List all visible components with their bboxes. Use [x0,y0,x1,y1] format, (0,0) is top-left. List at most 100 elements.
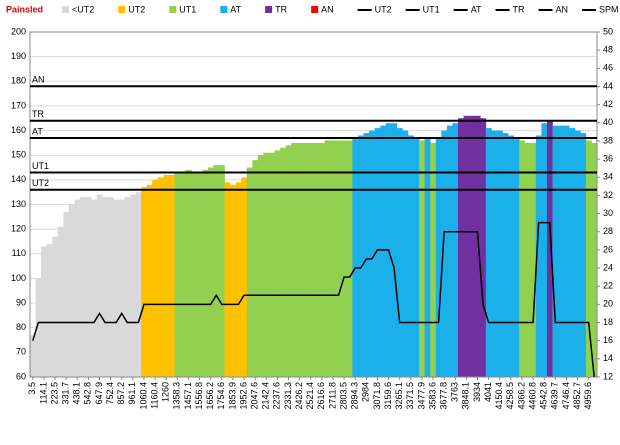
y2-tick-label: 18 [603,317,613,327]
x-tick-label: 1853.9 [227,382,237,410]
bar [346,140,353,377]
bar [352,137,359,377]
bar [146,184,153,377]
bar [191,172,198,377]
bar [335,140,342,377]
chart-title: Painsled [6,4,43,14]
bar [35,278,42,377]
bar [558,125,564,378]
bar [485,128,492,377]
bar [491,130,498,377]
bar [285,145,292,377]
y2-tick-label: 38 [603,135,613,145]
bar [302,142,309,377]
y2-tick-label: 30 [603,208,613,218]
x-tick-label: 961.1 [127,382,137,405]
y-tick-label: 180 [11,76,26,86]
x-tick-label: 2521.4 [305,382,315,410]
bar [168,174,175,377]
bar [280,147,287,377]
bar [569,128,576,377]
legend-swatch [118,6,126,13]
threshold-label: AT [32,126,43,136]
bar [324,140,331,377]
x-tick-label: 3265.1 [394,382,404,410]
bar [207,167,214,377]
x-tick-label: 2711.8 [327,382,337,409]
x-tick-label: 1358.3 [172,382,182,410]
x-tick-label: 1160.4 [149,382,159,409]
bar [363,133,370,377]
y-tick-label: 130 [11,199,26,209]
bar [502,133,509,377]
threshold-label: UT1 [32,161,49,171]
bar [180,172,186,377]
x-tick-label: 114.1 [38,382,48,404]
x-tick-label: 4959.6 [583,382,593,410]
bar [102,197,109,377]
x-tick-label: 2047.6 [250,382,260,410]
y2-tick-label: 34 [603,172,613,182]
bar [269,152,275,377]
y2-tick-label: 12 [603,371,613,381]
x-tick-label: 4639.7 [550,382,560,410]
y-tick-label: 110 [12,248,26,258]
bar [224,182,231,377]
bar [85,197,92,377]
bar [257,155,264,377]
y-tick-label: 140 [11,174,26,184]
legend-label: UT2 [128,4,145,14]
legend-label: AN [321,4,334,14]
y2-tick-label: 22 [603,281,613,291]
x-tick-label: 331.7 [61,382,71,405]
y2-tick-label: 24 [603,262,613,272]
x-tick-label: 4150.4 [494,382,504,410]
x-tick-label: 2803.5 [338,382,348,410]
x-tick-label: 3677.8 [439,382,449,410]
legend-swatch [311,6,319,13]
bar [241,177,248,377]
bar [74,199,81,377]
bar [474,115,481,378]
x-tick-label: 3848.1 [461,382,471,410]
x-tick-label: 1556.8 [194,382,204,410]
x-tick-label: 3934 [472,382,482,402]
bar [296,142,303,377]
bar [213,165,220,377]
x-tick-label: 2331.3 [283,382,293,410]
bar [263,152,270,377]
bar [185,170,192,377]
bar [541,123,548,377]
x-tick-label: 2142.4 [261,382,271,410]
bar [124,197,131,377]
y2-tick-label: 16 [603,335,613,345]
bar [68,204,75,377]
bar [369,130,375,377]
bar [202,170,209,377]
y-tick-label: 190 [11,51,26,61]
bar [246,167,253,377]
legend-label: UT1 [423,4,440,14]
threshold-label: TR [32,109,44,119]
bar [546,120,553,377]
bar [107,197,114,377]
bar [63,211,70,377]
bar [402,130,409,377]
x-tick-label: 4041 [483,382,493,402]
bar [152,179,159,377]
bar [52,236,59,377]
bar [341,140,348,377]
bar [496,130,503,377]
y2-tick-label: 50 [603,26,613,36]
bar [30,335,36,377]
bar [230,184,236,377]
bar [580,133,587,377]
x-tick-label: 3583.6 [427,382,437,410]
bar [135,192,142,377]
y2-tick-label: 32 [603,190,613,200]
y2-tick-label: 44 [603,81,613,91]
bar [307,142,314,377]
bar [174,172,181,377]
y2-tick-label: 28 [603,226,613,236]
